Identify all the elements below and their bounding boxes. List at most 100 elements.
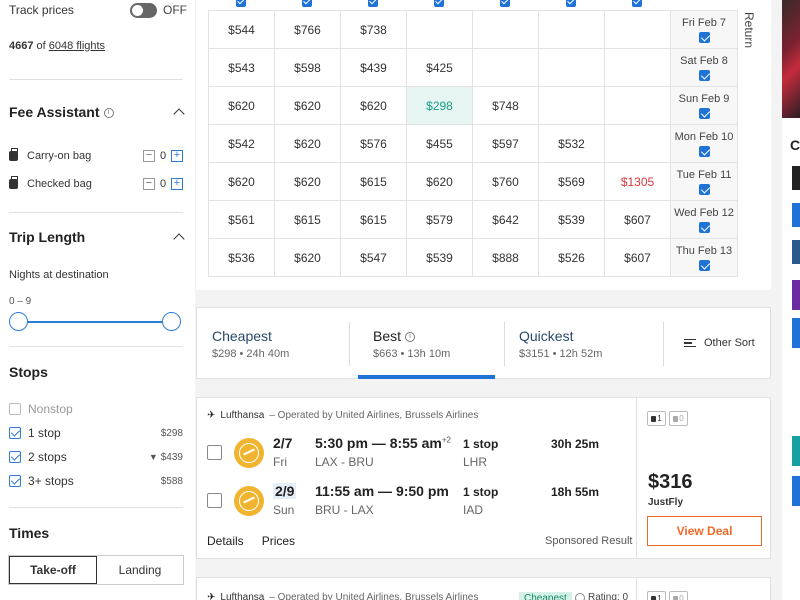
tab-cheapest[interactable]: Cheapest $298 • 24h 40m — [197, 308, 349, 380]
matrix-cell[interactable]: $615 — [340, 200, 407, 239]
return-date-cell[interactable]: Wed Feb 12 — [670, 200, 738, 239]
checkbox[interactable] — [302, 0, 312, 7]
fee-assistant-header[interactable]: Fee Assistant i — [9, 104, 185, 120]
trip-length-header[interactable]: Trip Length — [9, 229, 185, 245]
matrix-cell[interactable]: $425 — [406, 48, 473, 87]
view-deal-button[interactable]: View Deal — [647, 516, 762, 546]
matrix-cell[interactable]: $642 — [472, 200, 539, 239]
checkbox[interactable] — [9, 427, 21, 439]
checkbox[interactable] — [9, 451, 21, 463]
matrix-cell[interactable]: $620 — [406, 162, 473, 201]
matrix-cell[interactable]: $620 — [274, 86, 341, 125]
matrix-cell[interactable]: $298 — [406, 86, 473, 125]
toggle-switch-icon[interactable] — [130, 2, 157, 18]
matrix-cell[interactable]: $539 — [406, 238, 473, 277]
matrix-cell[interactable]: $766 — [274, 10, 341, 49]
matrix-cell[interactable]: $597 — [472, 124, 539, 163]
ad-image[interactable] — [782, 0, 800, 118]
nights-slider-track[interactable] — [19, 321, 171, 323]
tab-best[interactable]: Best i $663 • 13h 10m — [358, 308, 511, 380]
matrix-cell[interactable]: $544 — [208, 10, 275, 49]
matrix-cell[interactable]: $561 — [208, 200, 275, 239]
checkbox[interactable] — [500, 0, 510, 7]
matrix-cell[interactable]: $620 — [208, 162, 275, 201]
matrix-cell[interactable]: $615 — [340, 162, 407, 201]
result-card[interactable]: ✈ Lufthansa – Operated by United Airline… — [196, 397, 771, 559]
checkbox[interactable] — [698, 107, 710, 119]
checkbox[interactable] — [698, 259, 710, 271]
tab-takeoff[interactable]: Take-off — [9, 556, 97, 584]
checkbox[interactable] — [566, 0, 576, 7]
return-date-cell[interactable]: Sun Feb 9 — [670, 86, 738, 125]
checkbox[interactable] — [9, 475, 21, 487]
plus-icon[interactable]: + — [171, 150, 183, 162]
matrix-cell[interactable]: $888 — [472, 238, 539, 277]
chevron-up-icon[interactable] — [173, 108, 185, 120]
checkbox[interactable] — [368, 0, 378, 7]
matrix-cell[interactable]: $526 — [538, 238, 605, 277]
matrix-cell[interactable]: $539 — [538, 200, 605, 239]
outbound-leg[interactable]: 2/7 Fri 5:30 pm — 8:55 am+2 LAX - BRU 1 … — [207, 435, 627, 475]
stop-option-3-plus-stops[interactable]: 3+ stops $588 — [9, 474, 183, 488]
tab-landing[interactable]: Landing — [118, 563, 162, 577]
stop-option-nonstop[interactable]: Nonstop — [9, 402, 183, 416]
slider-min-handle[interactable] — [9, 312, 28, 331]
checkbox[interactable] — [698, 221, 710, 233]
matrix-cell[interactable]: $748 — [472, 86, 539, 125]
minus-icon[interactable]: − — [143, 178, 155, 190]
matrix-cell[interactable]: $536 — [208, 238, 275, 277]
stop-option-1-stop[interactable]: 1 stop $298 — [9, 426, 183, 440]
matrix-cell[interactable]: $598 — [274, 48, 341, 87]
track-prices-toggle[interactable]: OFF — [130, 2, 187, 18]
matrix-cell[interactable]: $760 — [472, 162, 539, 201]
return-date-cell[interactable]: Tue Feb 11 — [670, 162, 738, 201]
matrix-cell[interactable]: $532 — [538, 124, 605, 163]
checkbox[interactable] — [698, 145, 710, 157]
chevron-up-icon[interactable] — [173, 233, 185, 245]
other-sort-button[interactable]: Other Sort — [684, 337, 755, 349]
return-date-cell[interactable]: Fri Feb 7 — [670, 10, 738, 49]
checkbox[interactable] — [632, 0, 642, 7]
matrix-cell[interactable]: $576 — [340, 124, 407, 163]
minus-icon[interactable]: − — [143, 150, 155, 162]
matrix-cell[interactable]: $439 — [340, 48, 407, 87]
checkbox[interactable] — [698, 31, 710, 43]
slider-max-handle[interactable] — [162, 312, 181, 331]
matrix-cell[interactable]: $579 — [406, 200, 473, 239]
matrix-cell[interactable]: $620 — [274, 238, 341, 277]
matrix-cell[interactable]: $547 — [340, 238, 407, 277]
matrix-cell[interactable]: $569 — [538, 162, 605, 201]
checkbox[interactable] — [236, 0, 246, 7]
result-card[interactable]: ✈ Lufthansa – Operated by United Airline… — [196, 577, 771, 600]
matrix-cell[interactable]: $615 — [274, 200, 341, 239]
matrix-cell[interactable]: $543 — [208, 48, 275, 87]
matrix-cell[interactable]: $620 — [208, 86, 275, 125]
matrix-cell[interactable]: $542 — [208, 124, 275, 163]
matrix-cell[interactable]: $738 — [340, 10, 407, 49]
details-link[interactable]: Details — [207, 534, 244, 548]
matrix-cell[interactable]: $1305 — [604, 162, 671, 201]
flight-count-total-link[interactable]: 6048 flights — [48, 40, 106, 52]
info-icon[interactable]: i — [103, 108, 114, 119]
plus-icon[interactable]: + — [171, 178, 183, 190]
checkbox[interactable] — [9, 403, 21, 415]
matrix-cell[interactable]: $607 — [604, 238, 671, 277]
matrix-cell[interactable]: $620 — [274, 162, 341, 201]
return-date-cell[interactable]: Mon Feb 10 — [670, 124, 738, 163]
prices-link[interactable]: Prices — [261, 534, 296, 548]
matrix-cell[interactable]: $455 — [406, 124, 473, 163]
return-leg[interactable]: 2/9 Sun 11:55 am — 9:50 pm BRU - LAX 1 s… — [207, 483, 627, 523]
checkbox[interactable] — [698, 69, 710, 81]
checkbox[interactable] — [434, 0, 444, 7]
matrix-cell[interactable]: $620 — [340, 86, 407, 125]
tab-quickest[interactable]: Quickest $3151 • 12h 52m — [504, 308, 664, 380]
matrix-cell[interactable]: $620 — [274, 124, 341, 163]
leg-checkbox[interactable] — [207, 493, 222, 508]
return-date-cell[interactable]: Sat Feb 8 — [670, 48, 738, 87]
stop-option-2-stops[interactable]: 2 stops ▼ $439 — [9, 450, 183, 464]
info-icon[interactable]: i — [405, 332, 416, 343]
leg-checkbox[interactable] — [207, 445, 222, 460]
checkbox[interactable] — [698, 183, 710, 195]
matrix-cell[interactable]: $607 — [604, 200, 671, 239]
return-date-cell[interactable]: Thu Feb 13 — [670, 238, 738, 277]
